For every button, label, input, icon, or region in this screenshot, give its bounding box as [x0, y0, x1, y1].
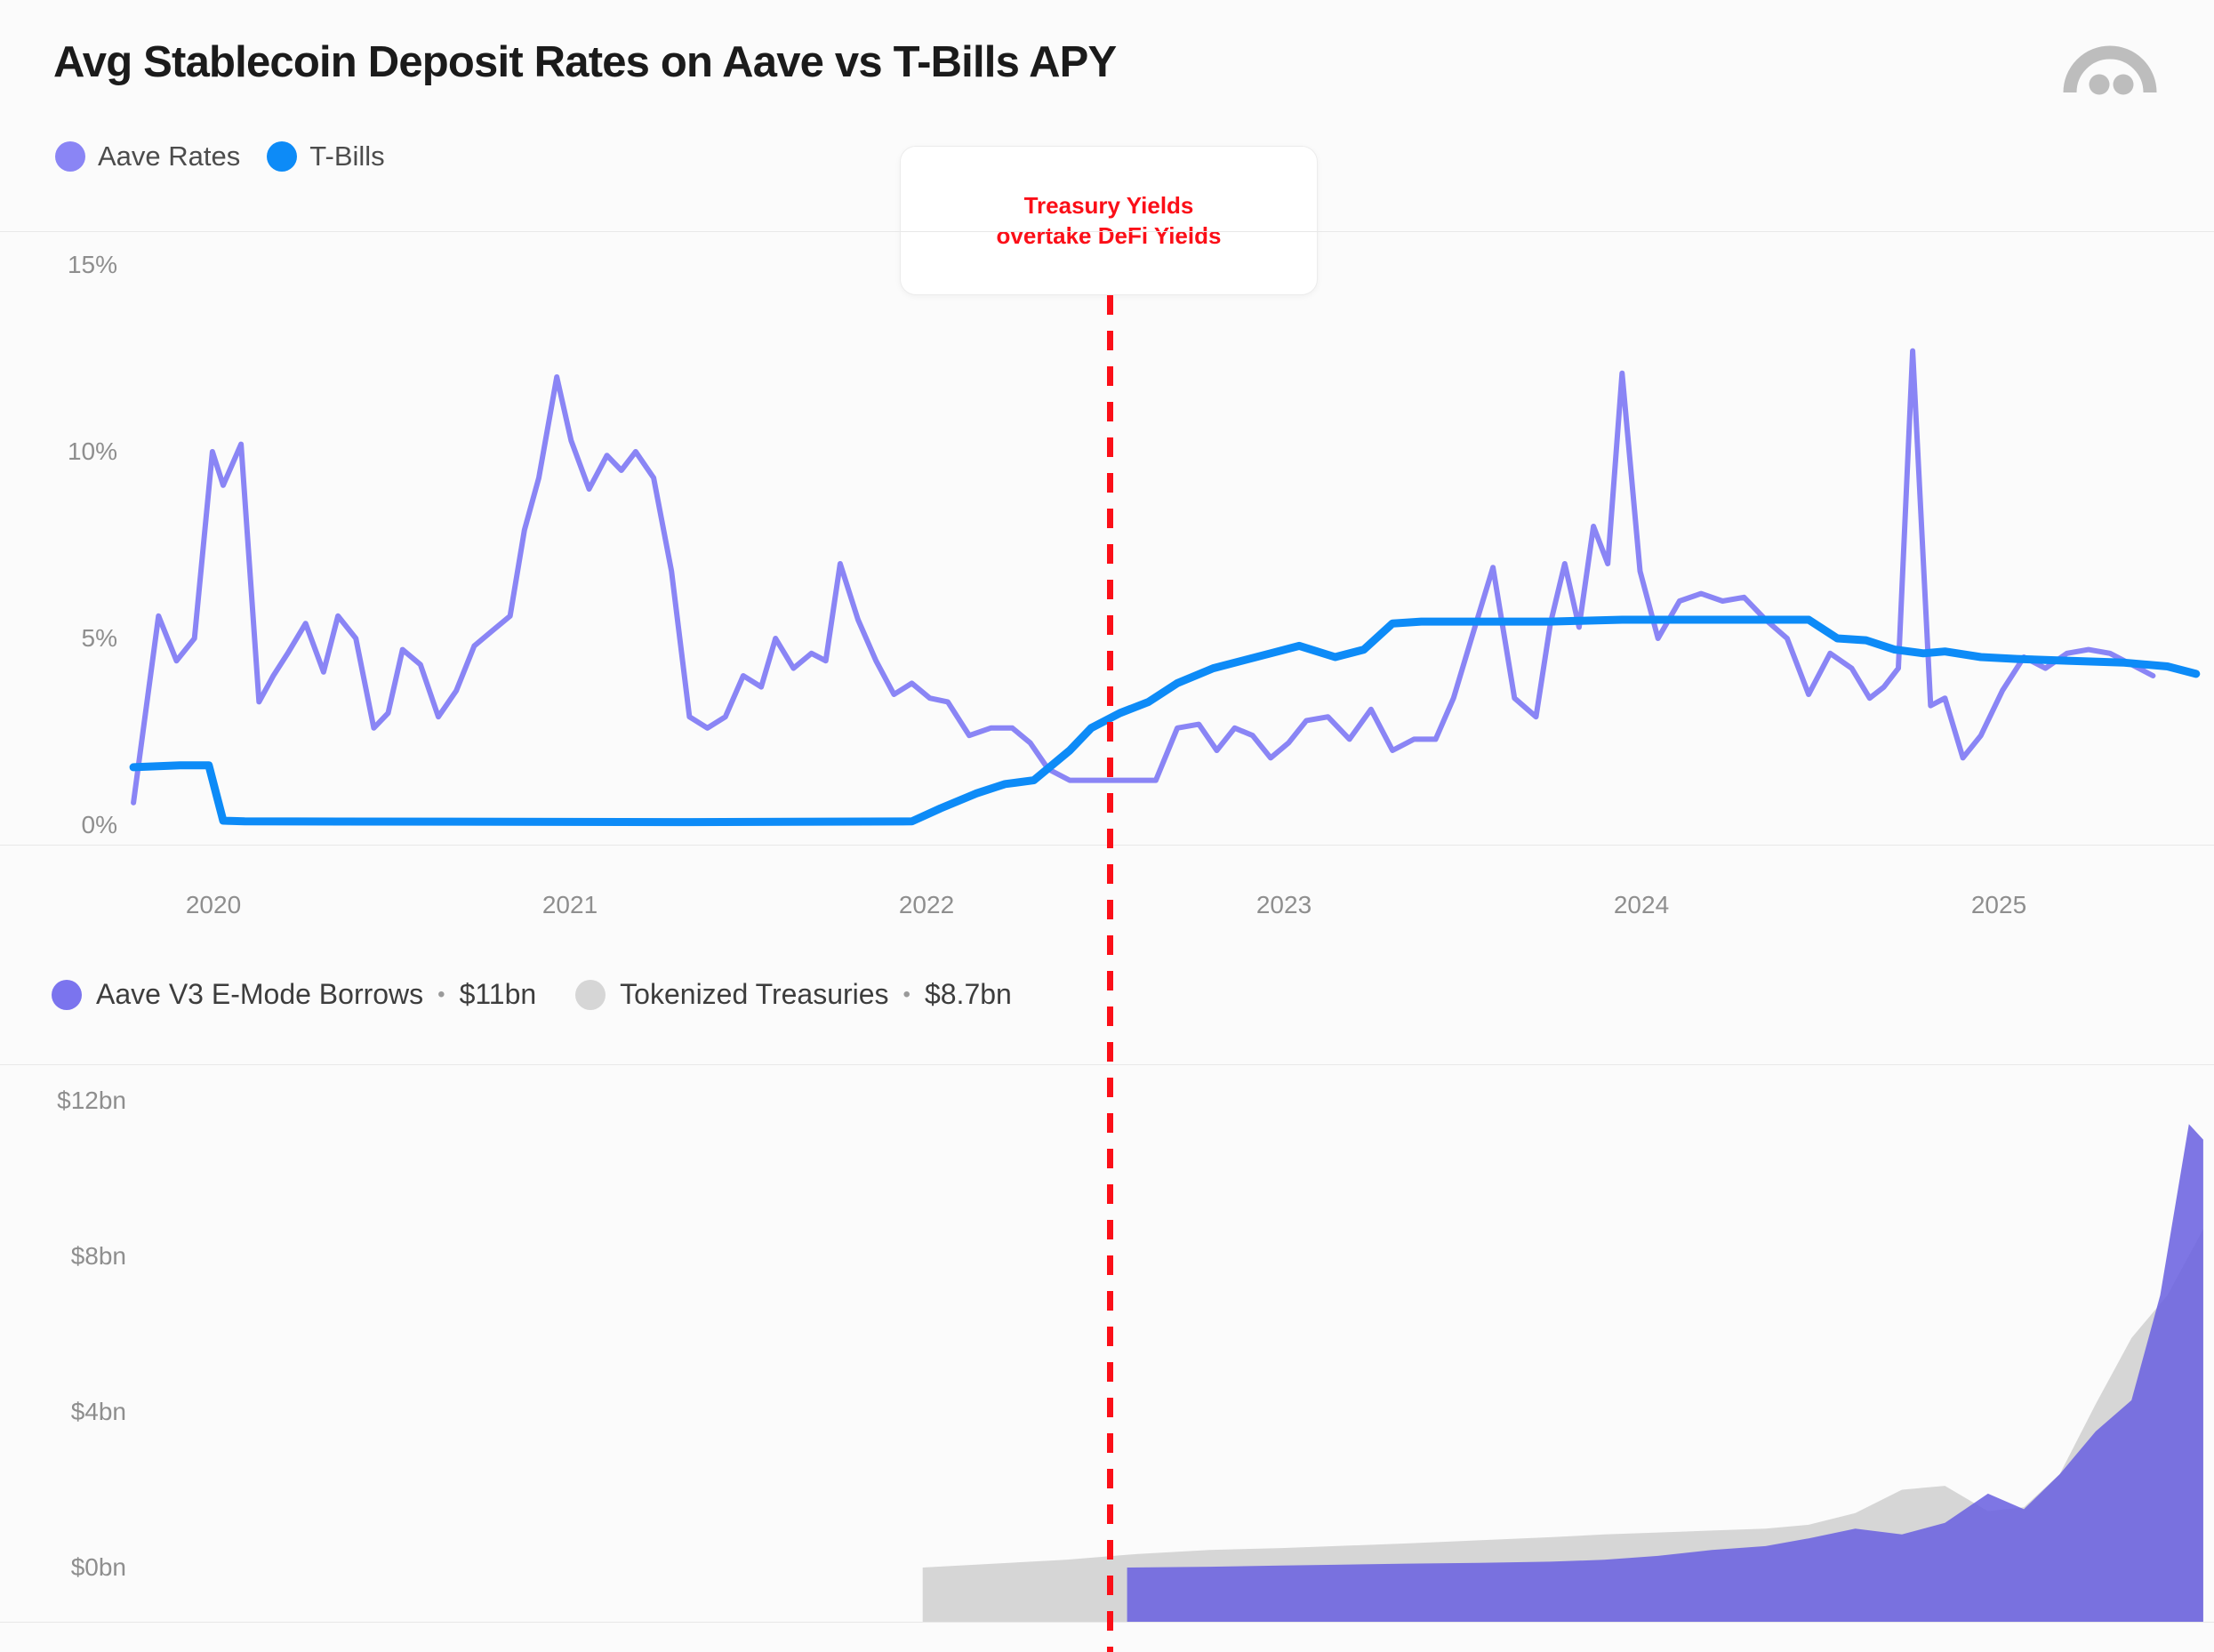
- legend-label: Aave V3 E-Mode Borrows: [96, 978, 424, 1010]
- line-chart-plot: [129, 348, 2201, 827]
- top-legend: Aave Rates T-Bills: [55, 140, 385, 172]
- artemis-arch-logo-icon: [2061, 34, 2159, 96]
- y-axis-tick-0: 0%: [81, 811, 117, 838]
- series-area-tokenized-treasuries: [922, 1229, 2203, 1622]
- legend-dot-icon: [52, 979, 82, 1010]
- y-axis-tick-10: 10%: [67, 437, 117, 465]
- legend-value: $8.7bn: [924, 978, 1012, 1010]
- y-axis-tick-8bn: $8bn: [70, 1242, 126, 1270]
- legend-dot-icon: [55, 141, 85, 172]
- series-line-t-bills: [129, 615, 2201, 827]
- legend-separator: •: [437, 982, 445, 1006]
- legend-value: $11bn: [459, 978, 537, 1010]
- divider-top: [0, 231, 2214, 232]
- mid-legend: Aave V3 E-Mode Borrows • $11bn Tokenized…: [52, 978, 1012, 1011]
- y-axis-tick-0bn: $0bn: [70, 1553, 126, 1581]
- legend-label: Tokenized Treasuries: [620, 978, 889, 1010]
- series-line-aave-rates: [131, 348, 2156, 806]
- annotation-marker-line: [1107, 295, 1113, 1652]
- x-axis-tick-2025: 2025: [1970, 891, 2027, 918]
- legend-separator: •: [902, 982, 910, 1006]
- x-axis-tick-2021: 2021: [541, 891, 598, 918]
- legend-label: T-Bills: [309, 140, 385, 172]
- legend-item-tokenized-treasuries[interactable]: Tokenized Treasuries • $8.7bn: [575, 978, 1012, 1011]
- legend-label: Aave Rates: [98, 140, 241, 172]
- x-axis-tick-2023: 2023: [1255, 891, 1312, 918]
- y-axis-tick-15: 15%: [67, 251, 117, 278]
- page-title: Avg Stablecoin Deposit Rates on Aave vs …: [53, 38, 1117, 86]
- x-axis-tick-2020: 2020: [185, 891, 242, 918]
- legend-item-aave-rates[interactable]: Aave Rates: [55, 140, 240, 172]
- y-axis-tick-12bn: $12bn: [57, 1087, 126, 1114]
- area-chart-plot: [922, 1124, 2203, 1622]
- x-axis-tick-2024: 2024: [1613, 891, 1670, 918]
- y-axis-tick-4bn: $4bn: [70, 1398, 126, 1425]
- annotation-callout: Treasury Yields overtake DeFi Yields: [900, 146, 1318, 295]
- series-area-aave-v3-e-mode-borrows: [1127, 1124, 2203, 1622]
- annotation-text: Treasury Yields overtake DeFi Yields: [996, 191, 1222, 249]
- x-axis-tick-2022: 2022: [898, 891, 955, 918]
- legend-item-t-bills[interactable]: T-Bills: [267, 140, 385, 172]
- legend-dot-icon: [267, 141, 298, 172]
- legend-item-aave-v3-emode-borrows[interactable]: Aave V3 E-Mode Borrows • $11bn: [52, 978, 536, 1011]
- y-axis-tick-5: 5%: [81, 624, 117, 652]
- legend-dot-icon: [575, 979, 606, 1010]
